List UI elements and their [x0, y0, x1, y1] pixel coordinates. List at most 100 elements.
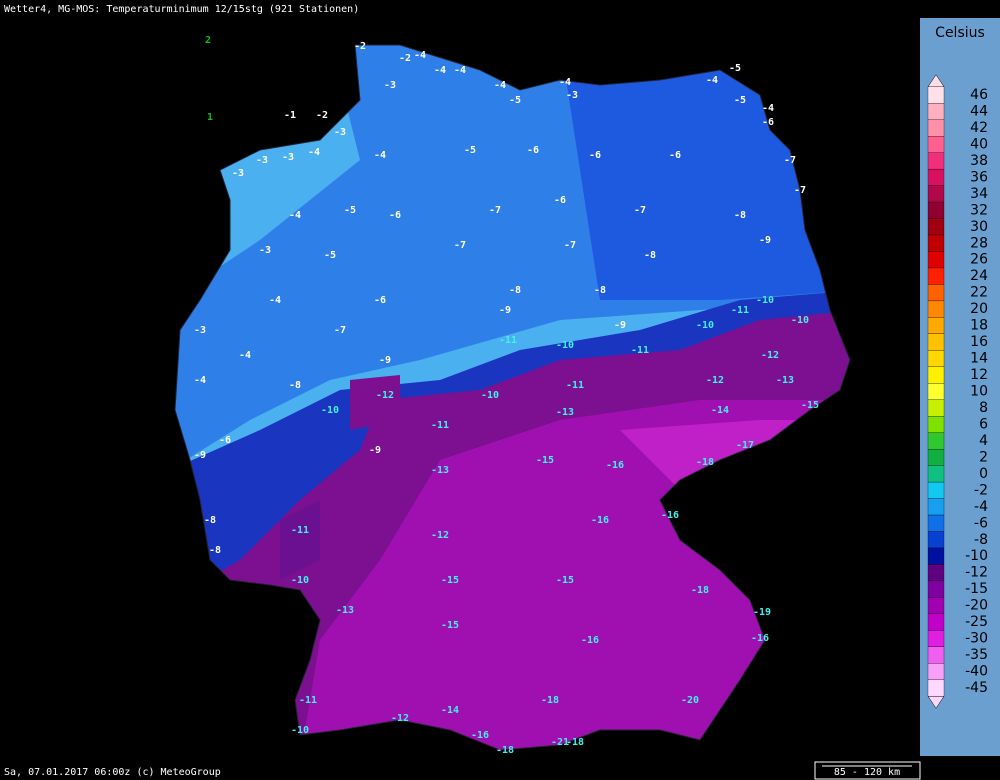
station-value: -8	[209, 545, 221, 556]
legend-label: 28	[970, 235, 988, 251]
station-value: -6	[762, 117, 774, 128]
legend-label: 32	[970, 202, 988, 218]
legend-swatch	[927, 284, 945, 302]
station-value: -4	[434, 65, 446, 76]
legend-label: 34	[970, 186, 988, 202]
station-value: -8	[734, 210, 746, 221]
station-value: -7	[634, 205, 646, 216]
legend-swatch	[927, 646, 945, 664]
legend-label: 16	[970, 334, 988, 350]
station-value: -7	[334, 325, 346, 336]
station-value: -7	[794, 185, 806, 196]
legend-label: 14	[970, 351, 988, 367]
station-value: -3	[384, 80, 396, 91]
legend-swatch	[927, 481, 945, 499]
station-value: -9	[379, 355, 391, 366]
station-value: -6	[554, 195, 566, 206]
scale-label: 85 - 120 km	[834, 767, 900, 778]
station-value: -19	[753, 607, 771, 618]
legend-swatch	[927, 103, 945, 120]
station-value: -13	[556, 407, 574, 418]
legend-label: 40	[970, 136, 988, 152]
legend-swatch	[927, 218, 945, 236]
station-layer: 21-2-2 -4-4 -4-3 -4-5-4-3-5-4-5-4-6-1 -2-3-3…	[194, 35, 819, 756]
station-value: 1	[207, 112, 213, 123]
station-value: -8	[509, 285, 521, 296]
station-value: -17	[736, 440, 754, 451]
station-value: -11	[299, 695, 317, 706]
legend-label: 8	[979, 400, 988, 416]
station-value: -8	[644, 250, 656, 261]
station-value: -14	[711, 405, 729, 416]
legend-swatch	[927, 251, 945, 269]
legend-swatch	[927, 383, 945, 400]
station-value: -16	[471, 730, 489, 741]
legend-swatch	[927, 350, 945, 367]
station-value: -4	[194, 375, 206, 386]
station-value: -9	[614, 320, 626, 331]
station-value: -10	[481, 390, 499, 401]
station-value: -7	[489, 205, 501, 216]
station-value: -6	[589, 150, 601, 161]
legend-swatch	[927, 267, 945, 285]
legend-swatch	[927, 449, 945, 466]
legend-swatch	[927, 366, 945, 384]
legend-swatch	[927, 317, 945, 334]
legend-label: -45	[965, 680, 988, 696]
legend-label: 22	[970, 285, 988, 301]
legend-label: -20	[965, 598, 988, 614]
station-value: -6	[669, 150, 681, 161]
legend-title: Celsius	[935, 25, 985, 41]
legend-swatch	[927, 300, 945, 318]
legend-swatch	[927, 152, 945, 170]
station-value: -3	[334, 127, 346, 138]
station-value: -18	[496, 745, 514, 756]
station-value: -18	[696, 457, 714, 468]
station-value: -8	[594, 285, 606, 296]
station-value: -8	[289, 380, 301, 391]
legend-swatch	[927, 168, 945, 186]
station-value: -12	[761, 350, 779, 361]
station-value: -1	[284, 110, 296, 121]
legend-label: 6	[979, 416, 988, 432]
station-value: -4	[269, 295, 281, 306]
legend-label: -12	[965, 565, 988, 581]
station-value: -9	[369, 445, 381, 456]
legend-swatch	[927, 663, 945, 680]
station-value: -6	[389, 210, 401, 221]
legend-label: 36	[970, 169, 988, 185]
station-value: -2	[399, 53, 411, 64]
station-value: -6	[374, 295, 386, 306]
station-value: -4	[454, 65, 466, 76]
station-value: -18	[691, 585, 709, 596]
station-value: -15	[536, 455, 554, 466]
legend-swatch	[927, 119, 945, 137]
title: Wetter4, MG-MOS: Temperaturminimum 12/15…	[4, 4, 359, 15]
legend-label: -10	[965, 548, 988, 564]
station-value: -10	[556, 340, 574, 351]
legend-label: 44	[970, 103, 988, 119]
station-value: -3	[259, 245, 271, 256]
legend-swatch	[927, 531, 945, 549]
station-value: -3	[566, 90, 578, 101]
legend-label: 30	[970, 219, 988, 235]
legend-swatch	[927, 597, 945, 615]
station-value: -18	[541, 695, 559, 706]
station-value: -6	[527, 145, 539, 156]
legend-label: 18	[970, 318, 988, 334]
station-value: -18	[566, 737, 584, 748]
station-value: -15	[441, 575, 459, 586]
station-value: -5	[509, 95, 521, 106]
legend-swatch	[927, 580, 945, 598]
legend-swatch	[927, 613, 945, 631]
station-value: -15	[801, 400, 819, 411]
legend-swatch	[927, 564, 945, 582]
station-value: -13	[776, 375, 794, 386]
station-value: -4	[374, 150, 386, 161]
station-value: -3	[282, 152, 294, 163]
station-value: -4	[308, 147, 320, 158]
legend-label: -6	[974, 515, 988, 531]
legend-label: 24	[970, 268, 988, 284]
station-value: -12	[391, 713, 409, 724]
